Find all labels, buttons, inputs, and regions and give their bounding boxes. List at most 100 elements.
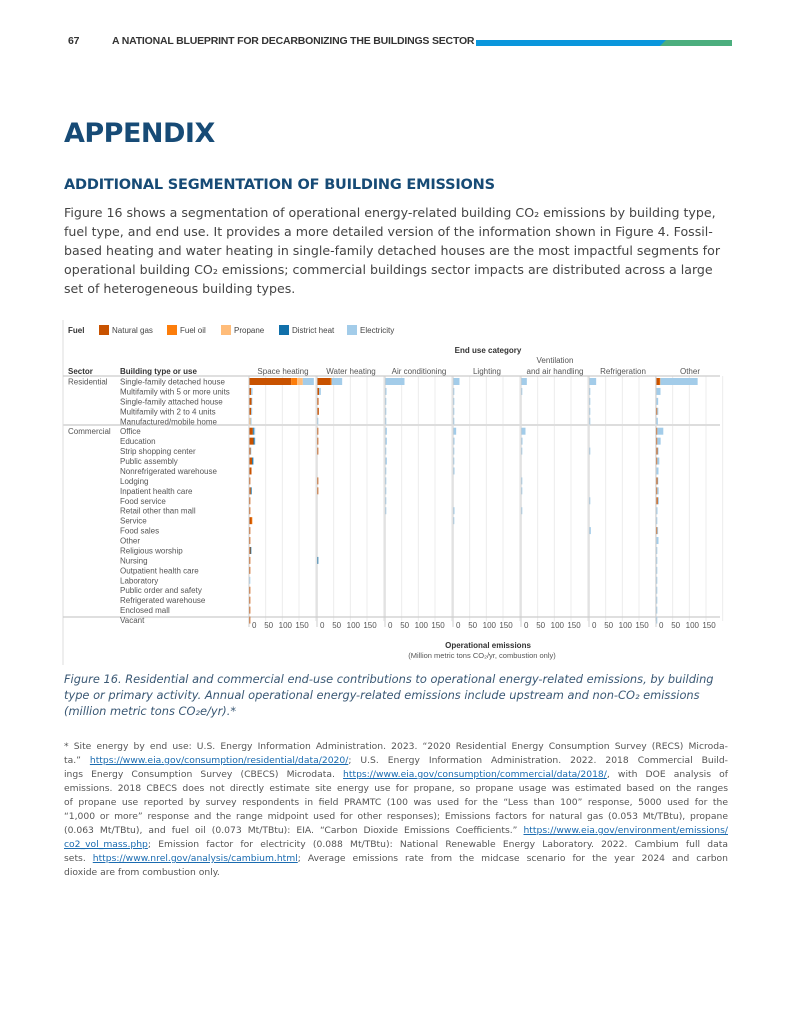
end-use-header: Air conditioning: [392, 367, 447, 376]
x-tick-label: 150: [567, 621, 581, 630]
bar-segment: [249, 417, 251, 425]
x-tick-label: 0: [388, 621, 393, 630]
bar-segment: [656, 497, 658, 505]
bar-segment: [385, 477, 387, 485]
body-text-line: Figure 16 shows a segmentation of operat…: [64, 205, 716, 220]
building-type-label: Public assembly: [120, 457, 178, 466]
footnote-text: sets.: [64, 853, 93, 864]
end-use-header: Ventilation: [537, 356, 574, 365]
bar-segment: [251, 387, 253, 395]
footnote-line: sets. https://www.nrel.gov/analysis/camb…: [64, 853, 728, 864]
recs-link[interactable]: https://www.eia.gov/consumption/resident…: [89, 755, 349, 766]
bar-segment: [251, 517, 253, 525]
bar-segment: [656, 378, 660, 385]
bar-segment: [453, 387, 455, 395]
bar-segment: [589, 417, 591, 425]
footnote-line: (0.063 Mt/TBtu), and fuel oil (0.073 Mt/…: [64, 825, 728, 836]
sector-label: Residential: [68, 378, 108, 387]
bar-segment: [589, 387, 591, 395]
bar-segment: [656, 517, 658, 525]
x-tick-label: 50: [536, 621, 545, 630]
footnote-line: * Site energy by end use: U.S. Energy In…: [64, 741, 728, 752]
bar-segment: [453, 517, 455, 525]
bar-segment: [656, 537, 659, 545]
x-tick-label: 0: [659, 621, 664, 630]
x-tick-label: 150: [363, 621, 377, 630]
bar-segment: [291, 378, 298, 385]
footnote-line: ta.” https://www.eia.gov/consumption/res…: [64, 755, 728, 766]
bar-segment: [656, 566, 658, 574]
building-type-label: Laboratory: [120, 576, 158, 585]
x-axis-title: Operational emissions: [445, 641, 531, 650]
bar-segment: [249, 457, 253, 465]
footnote-line: ings Energy Consumption Survey (CBECS) M…: [64, 769, 728, 780]
bar-segment: [589, 527, 591, 535]
footnote-line: emissions. 2018 CBECS does not directly …: [64, 783, 728, 794]
legend-swatch-propane: [221, 325, 231, 335]
bar-segment: [249, 576, 251, 584]
legend-swatch-district-heat: [279, 325, 289, 335]
bar-segment: [656, 606, 658, 614]
bar-segment: [385, 437, 387, 445]
x-tick-label: 150: [702, 621, 716, 630]
bar-segment: [589, 447, 591, 455]
bar-segment: [660, 378, 698, 385]
bar-segment: [249, 616, 251, 624]
x-tick-label: 150: [431, 621, 445, 630]
legend-label: Natural gas: [112, 326, 153, 335]
bar-segment: [453, 378, 460, 385]
building-type-label: Nursing: [120, 556, 148, 565]
bar-segment: [249, 497, 251, 505]
bar-segment: [249, 437, 254, 445]
end-use-header: Refrigeration: [600, 367, 646, 376]
bar-segment: [317, 427, 319, 435]
building-type-label: Outpatient health care: [120, 566, 199, 575]
bar-segment: [657, 427, 664, 435]
body-text-line: based heating and water heating in singl…: [64, 243, 720, 258]
bar-segment: [589, 497, 591, 505]
bar-segment: [249, 387, 252, 395]
bar-segment: [521, 437, 523, 445]
bar-segment: [317, 407, 319, 415]
bar-segment: [656, 507, 658, 515]
body-text-line: set of heterogeneous building types.: [64, 281, 296, 296]
building-type-label: Inpatient health care: [120, 487, 193, 496]
bar-segment: [385, 457, 387, 465]
x-tick-label: 100: [347, 621, 361, 630]
bar-segment: [249, 527, 251, 535]
building-type-label: Retail other than mall: [120, 507, 196, 516]
bar-segment: [656, 487, 658, 495]
bar-segment: [317, 487, 319, 495]
x-tick-label: 100: [551, 621, 565, 630]
bar-segment: [656, 477, 658, 485]
end-use-header: Lighting: [473, 367, 501, 376]
footnote-line: “1,000 or more” response and the range m…: [64, 811, 728, 822]
bar-segment: [656, 447, 658, 455]
bar-segment: [385, 467, 387, 475]
bar-segment: [657, 407, 659, 415]
bar-segment: [249, 397, 252, 405]
bar-segment: [657, 447, 659, 455]
bar-segment: [249, 546, 251, 554]
eia-emissions-link[interactable]: https://www.eia.gov/environment/emission…: [523, 825, 728, 836]
building-type-label: Single-family attached house: [120, 397, 223, 406]
legend-label: Fuel oil: [180, 326, 206, 335]
bar-segment: [253, 437, 255, 445]
bar-segment: [385, 487, 387, 495]
bar-segment: [317, 437, 319, 445]
bar-segment: [249, 517, 252, 525]
x-tick-label: 0: [592, 621, 597, 630]
bar-segment: [453, 507, 455, 515]
building-type-label: Education: [120, 437, 156, 446]
end-use-header: Other: [680, 367, 700, 376]
x-tick-label: 50: [400, 621, 409, 630]
building-type-label: Lodging: [120, 477, 148, 486]
bar-segment: [385, 427, 387, 435]
cbecs-link[interactable]: https://www.eia.gov/consumption/commerci…: [343, 769, 607, 780]
end-use-header: and air handling: [527, 367, 584, 376]
cambium-link[interactable]: https://www.nrel.gov/analysis/cambium.ht…: [92, 853, 298, 864]
bar-segment: [297, 378, 303, 385]
legend-swatch-fuel-oil: [167, 325, 177, 335]
eia-emissions-link-cont[interactable]: co2_vol_mass.php: [64, 839, 148, 850]
figure-caption-line: (million metric tons CO₂e/yr).*: [64, 704, 237, 718]
